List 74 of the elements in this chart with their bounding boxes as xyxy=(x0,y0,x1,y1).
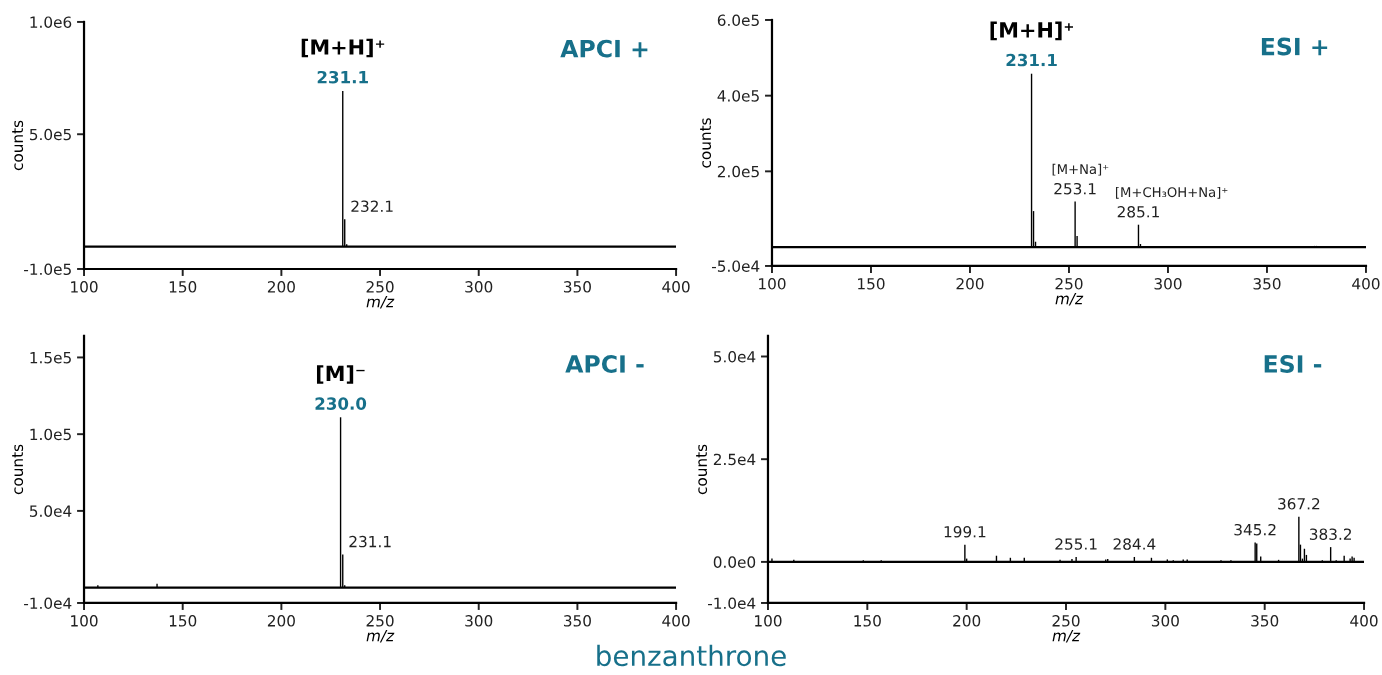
text: APCI + xyxy=(560,39,648,58)
x-axis-title: m/z xyxy=(366,630,395,643)
x-tick-label: 300 xyxy=(1151,615,1179,627)
y-tick-label: 1.0e5 xyxy=(30,428,71,441)
x-tick-label: 400 xyxy=(1352,278,1380,290)
y-tick-label: 5.0e4 xyxy=(713,350,756,363)
annotation: 230.0 xyxy=(315,397,367,410)
x-axis-title: m/z xyxy=(1055,293,1084,306)
x-tick-label: 150 xyxy=(854,615,881,627)
x-tick-label: 300 xyxy=(1154,278,1182,290)
y-tick-label: 2.0e5 xyxy=(717,165,759,178)
x-tick-label: 250 xyxy=(1055,278,1083,290)
y-tick-label: -1.0e4 xyxy=(707,597,756,609)
y-tick-label: -5.0e4 xyxy=(712,260,760,272)
annotation: [M]⁻ xyxy=(316,365,365,384)
x-tick-label: 250 xyxy=(366,281,394,293)
x-axis-title: m/z xyxy=(366,296,395,309)
y-tick-label: 5.0e5 xyxy=(29,128,71,141)
y-tick-label: 5.0e4 xyxy=(29,505,72,517)
y-tick-label: 2.5e4 xyxy=(713,453,756,466)
y-tick-label: 1.5e5 xyxy=(30,352,71,364)
annotation: 231.1 xyxy=(1006,53,1057,67)
x-tick-label: 150 xyxy=(169,281,197,293)
x-tick-label: 300 xyxy=(465,615,493,627)
annotation: [M+CH₃OH+Na]⁺ xyxy=(1116,186,1228,199)
x-tick-label: 200 xyxy=(953,615,981,627)
x-tick-label: 200 xyxy=(956,278,984,290)
text: benzanthrone xyxy=(597,644,786,667)
x-tick-label: 400 xyxy=(1350,615,1378,627)
x-tick-label: 200 xyxy=(267,615,295,627)
x-tick-label: 400 xyxy=(662,615,690,627)
x-tick-label: 350 xyxy=(563,615,591,627)
x-tick-label: 350 xyxy=(1251,615,1279,627)
y-tick-label: 6.0e5 xyxy=(717,14,759,26)
annotation: 284.4 xyxy=(1113,538,1156,550)
annotation: 367.2 xyxy=(1278,498,1320,510)
x-tick-label: 150 xyxy=(858,278,885,290)
annotation: 232.1 xyxy=(351,200,393,212)
x-tick-label: 150 xyxy=(169,615,197,627)
x-tick-label: 350 xyxy=(1253,278,1281,290)
y-axis-title: counts xyxy=(12,120,24,171)
annotation: 345.2 xyxy=(1234,523,1276,536)
x-tick-label: 300 xyxy=(465,281,493,293)
y-axis-title: counts xyxy=(696,444,708,495)
annotation: [M+H]⁺ xyxy=(301,38,385,58)
text: ESI + xyxy=(1261,37,1328,56)
annotation: 383.2 xyxy=(1309,528,1351,540)
annotation: 199.1 xyxy=(944,525,986,538)
text: ESI - xyxy=(1264,355,1322,373)
x-tick-label: 250 xyxy=(366,615,394,627)
annotation: 231.1 xyxy=(317,70,368,84)
x-tick-label: 250 xyxy=(1052,615,1080,627)
annotation: [M+H]⁺ xyxy=(990,21,1073,41)
x-tick-label: 100 xyxy=(71,615,98,627)
y-axis-title: counts xyxy=(12,444,24,495)
y-tick-label: 1.0e6 xyxy=(30,16,72,28)
x-tick-label: 350 xyxy=(563,281,591,293)
x-tick-label: 200 xyxy=(267,281,295,293)
text: APCI - xyxy=(565,355,644,373)
annotation: 253.1 xyxy=(1054,182,1096,195)
x-axis-title: m/z xyxy=(1052,630,1081,643)
y-tick-label: 4.0e5 xyxy=(717,90,759,102)
y-axis-title: counts xyxy=(700,118,712,168)
y-tick-label: 0.0e0 xyxy=(713,556,756,568)
y-tick-label: -1.0e5 xyxy=(24,263,71,276)
annotation: 231.1 xyxy=(349,535,391,548)
annotation: [M+Na]⁺ xyxy=(1052,163,1109,176)
annotation: 285.1 xyxy=(1117,206,1159,218)
x-tick-label: 100 xyxy=(71,281,98,293)
x-tick-label: 100 xyxy=(755,615,782,627)
y-tick-label: -1.0e4 xyxy=(24,597,72,609)
annotation: 255.1 xyxy=(1055,538,1097,550)
x-tick-label: 400 xyxy=(662,281,690,293)
x-tick-label: 100 xyxy=(759,278,786,290)
